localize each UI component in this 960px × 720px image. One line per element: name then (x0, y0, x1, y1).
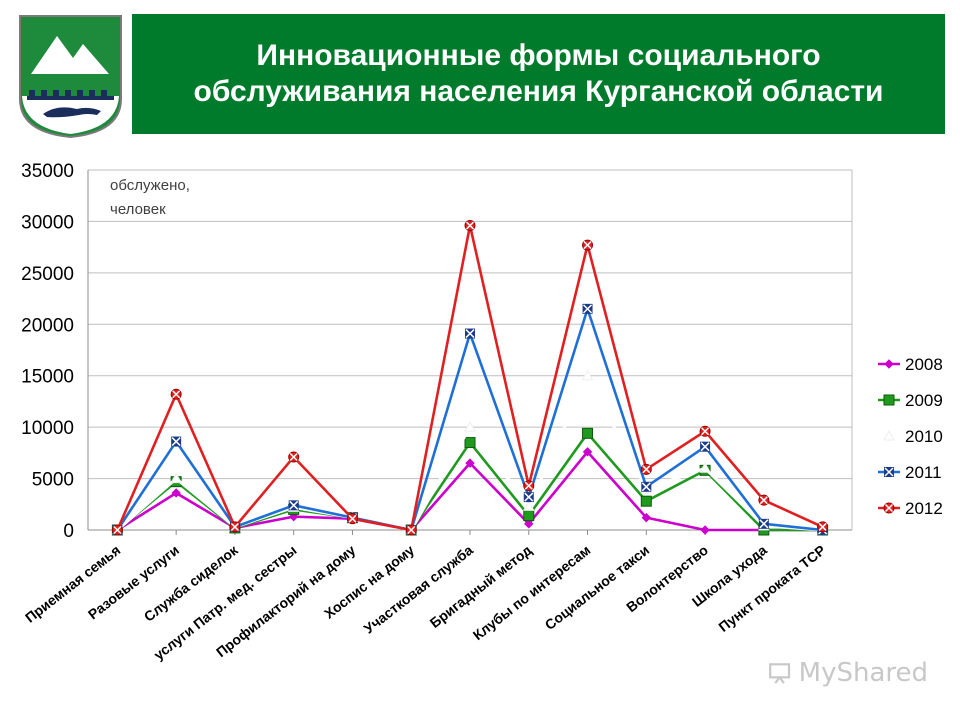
data-point (699, 462, 711, 473)
data-point (817, 521, 829, 533)
legend-item: 2010 (878, 427, 943, 446)
data-point (884, 467, 894, 477)
data-point (465, 328, 475, 339)
series-2012 (111, 220, 829, 536)
legend-label: 2008 (905, 355, 943, 374)
legend-item: 2012 (878, 499, 943, 518)
series-line (116, 224, 824, 532)
data-point (883, 502, 895, 514)
legend-label: 2010 (905, 427, 943, 446)
data-point (640, 463, 652, 475)
data-point (700, 441, 711, 452)
y-tick-label: 10000 (21, 418, 74, 439)
data-point (883, 394, 895, 406)
data-point (523, 480, 535, 492)
data-point (405, 524, 417, 536)
legend-item: 2011 (878, 463, 942, 482)
data-point (522, 500, 535, 511)
data-point (346, 513, 358, 525)
data-point (582, 239, 594, 251)
x-tick-label: Приемная семья (22, 542, 123, 626)
data-point (523, 510, 535, 522)
data-point (883, 429, 895, 441)
chart-note-line-1: обслужено, (110, 177, 190, 194)
legend-item: 2008 (878, 355, 943, 374)
data-point (170, 388, 182, 400)
data-point (582, 447, 593, 457)
data-point (464, 437, 476, 449)
data-point (111, 524, 123, 536)
legend-item: 2009 (878, 391, 943, 410)
title-line-1: Инновационные формы социального (256, 39, 821, 72)
data-point (884, 359, 894, 369)
data-point (699, 425, 711, 437)
title-banner: Инновационные формы социального обслужив… (132, 14, 945, 134)
chart-note-line-2: человек (110, 201, 166, 218)
data-point (700, 525, 710, 535)
data-point (640, 495, 652, 507)
y-tick-label: 0 (63, 521, 74, 542)
data-point (288, 451, 300, 463)
y-tick-label: 15000 (21, 367, 74, 388)
data-point (758, 494, 770, 506)
y-tick-label: 30000 (21, 212, 74, 233)
data-point (758, 518, 769, 529)
x-tick-label: Бригадный метод (427, 542, 535, 631)
data-point (288, 500, 299, 511)
x-tick-label: Социальное такси (542, 542, 652, 633)
y-tick-label: 5000 (32, 470, 74, 491)
presentation-icon (769, 663, 791, 684)
series-line (116, 307, 823, 532)
watermark-text: MyShared (798, 658, 928, 688)
data-point (465, 458, 475, 468)
data-point (641, 481, 652, 492)
x-tick-label: Пункт проката ТСР (715, 542, 828, 635)
data-point (524, 519, 534, 529)
series-2010 (111, 369, 829, 535)
data-point (582, 427, 594, 439)
y-tick-label: 25000 (21, 264, 74, 285)
data-point (464, 421, 476, 432)
y-tick-label: 20000 (21, 315, 74, 336)
series-2011 (112, 303, 828, 535)
data-point (582, 303, 593, 314)
legend-label: 2012 (905, 499, 943, 518)
watermark: MyShared (768, 655, 928, 691)
x-tick-label: Участковая служба (361, 542, 476, 637)
series-line (116, 374, 823, 532)
data-point (523, 492, 534, 503)
data-point (171, 488, 181, 498)
data-point (464, 220, 476, 232)
data-point (229, 521, 241, 533)
kurgan-region-emblem (19, 15, 122, 139)
legend-label: 2009 (905, 391, 943, 410)
title-line-2: обслуживания населения Курганской област… (193, 75, 884, 108)
data-point (641, 512, 652, 523)
y-tick-label: 35000 (21, 161, 74, 182)
legend-label: 2011 (905, 463, 942, 482)
data-point (170, 472, 183, 484)
data-point (171, 436, 182, 447)
data-point (581, 369, 594, 381)
x-tick-label: Клубы по интересам (470, 542, 594, 644)
